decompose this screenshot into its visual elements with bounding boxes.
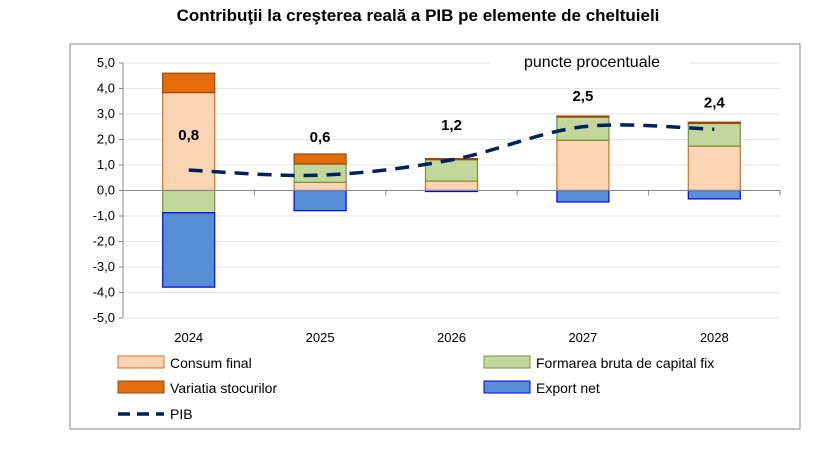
- pib-data-label: 0,8: [178, 127, 199, 144]
- bar-export-net: [162, 212, 216, 288]
- pib-data-label: 1,2: [441, 117, 462, 134]
- y-tick-label: 1,0: [97, 157, 115, 172]
- pib-data-label: 2,5: [572, 88, 593, 105]
- bar-export-net: [687, 189, 741, 200]
- bar-consum-final: [424, 180, 479, 192]
- legend-label: Export net: [536, 380, 600, 396]
- y-tick-label: 4,0: [97, 81, 115, 96]
- y-tick-label: -4,0: [93, 285, 115, 300]
- bar-variatia-stocurilor: [687, 121, 741, 125]
- legend-swatch: [483, 380, 531, 394]
- pib-line: [188, 123, 715, 178]
- bar-variatia-stocurilor: [293, 153, 347, 165]
- y-tick-label: -5,0: [93, 310, 115, 325]
- x-tick-label: 2025: [306, 330, 335, 345]
- pib-data-label: 2,4: [704, 94, 726, 111]
- pib-data-label: 0,6: [310, 129, 331, 146]
- annotation-bg: [490, 50, 690, 72]
- legend-swatch: [117, 355, 165, 369]
- bar-formarea-bruta-de-capital-fix: [424, 159, 479, 182]
- y-tick-label: 5,0: [97, 55, 115, 70]
- bar-export-net: [556, 189, 610, 203]
- legend-label: PIB: [170, 406, 193, 422]
- legend-swatch: [483, 355, 531, 369]
- chart-title: Contribuţii la creşterea reală a PIB pe …: [176, 6, 660, 25]
- chart-frame: [69, 43, 801, 430]
- bar-consum-final: [556, 139, 610, 192]
- legend-label: Consum final: [170, 355, 252, 371]
- x-tick-label: 2027: [568, 330, 597, 345]
- y-tick-label: 2,0: [97, 132, 115, 147]
- bar-consum-final: [687, 145, 741, 192]
- x-tick-label: 2024: [174, 330, 203, 345]
- y-tick-label: -1,0: [93, 208, 115, 223]
- bar-variatia-stocurilor: [556, 115, 610, 118]
- legend-label: Formarea bruta de capital fix: [536, 355, 714, 371]
- bar-variatia-stocurilor: [162, 72, 216, 94]
- annotation: puncte procentuale: [524, 54, 660, 71]
- x-tick-label: 2028: [700, 330, 729, 345]
- bar-export-net: [293, 189, 347, 212]
- y-tick-label: 0,0: [97, 183, 115, 198]
- bar-consum-final: [293, 181, 347, 192]
- legend-label: Variatia stocurilor: [170, 380, 277, 396]
- x-tick-label: 2026: [437, 330, 466, 345]
- y-tick-label: 3,0: [97, 106, 115, 121]
- y-tick-label: -3,0: [93, 259, 115, 274]
- y-tick-label: -2,0: [93, 234, 115, 249]
- bar-formarea-bruta-de-capital-fix: [162, 189, 216, 214]
- legend-swatch: [117, 380, 165, 394]
